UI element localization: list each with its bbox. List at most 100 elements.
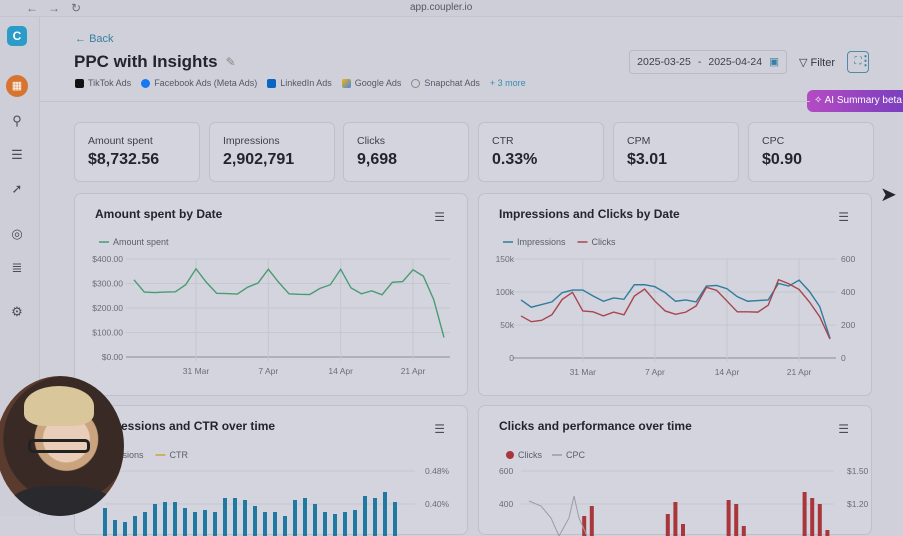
- impressions-bar: [223, 498, 227, 536]
- series-line-amount-spent: [133, 267, 445, 338]
- clicks-bar: [726, 500, 731, 536]
- browser-toolbar: ← → ↻ app.coupler.io: [0, 0, 903, 17]
- legend-label: CTR: [170, 450, 189, 460]
- impressions-bar: [243, 500, 247, 536]
- impressions-bar: [383, 492, 387, 536]
- clicks-bar: [825, 530, 830, 536]
- edit-pencil-icon[interactable]: ✎: [225, 55, 236, 69]
- x-tick-label: 21 Apr: [401, 366, 426, 376]
- impressions-bar: [363, 496, 367, 536]
- kpi-value: 9,698: [357, 151, 398, 168]
- chart-title: Impressions and Clicks by Date: [499, 207, 680, 221]
- impressions-clicks-chart: 150k 100k 50k 0 600 400 200 0 31 Mar 7 Apr 14 Apr 2…: [496, 237, 856, 377]
- page-title: PPC with Insights: [74, 52, 218, 71]
- kpi-label: Clicks: [357, 135, 385, 147]
- y-tick-label: 150k: [496, 254, 515, 264]
- y-tick-label: $400.00: [92, 254, 123, 264]
- gear-icon[interactable]: ⚙: [11, 304, 23, 319]
- source-label: LinkedIn Ads: [280, 78, 332, 88]
- kpi-label: Amount spent: [88, 135, 153, 147]
- chart-menu-icon[interactable]: ☰: [434, 422, 445, 436]
- more-options-icon[interactable]: ⋮: [859, 53, 872, 68]
- filter-button[interactable]: ▽ Filter: [799, 56, 835, 69]
- forward-arrow-icon[interactable]: →: [48, 1, 60, 15]
- ai-summary-button[interactable]: ✧ AI Summary beta: [807, 90, 903, 112]
- compass-icon[interactable]: ◎: [11, 226, 23, 241]
- coupler-logo[interactable]: C: [7, 26, 27, 46]
- kpi-card: CPM $3.01: [613, 122, 739, 182]
- impressions-bar: [303, 498, 307, 536]
- impressions-bar: [253, 506, 257, 536]
- more-sources-link[interactable]: + 3 more: [489, 78, 526, 88]
- data-sources: TikTok Ads Facebook Ads (Meta Ads) Linke…: [75, 78, 526, 88]
- x-tick-label: 14 Apr: [715, 367, 740, 377]
- kpi-value: $0.90: [762, 151, 803, 168]
- y2-tick-label: 0.40%: [425, 499, 450, 509]
- impressions-bar: [373, 498, 377, 536]
- rocket-icon[interactable]: ➚: [11, 181, 23, 196]
- back-arrow-icon[interactable]: ←: [26, 1, 38, 15]
- clicks-bar: [810, 498, 815, 536]
- filter-icon: ▽: [799, 56, 808, 69]
- cpc-line: [528, 495, 588, 536]
- impressions-bar: [173, 502, 177, 536]
- date-to: 2025-04-24: [708, 56, 763, 68]
- chart-title: Impressions and CTR over time: [95, 419, 276, 433]
- filter-label: Filter: [810, 56, 835, 69]
- impressions-bar: [113, 520, 117, 536]
- y2-tick-label: $1.50: [847, 466, 869, 476]
- legend-swatch: [506, 451, 514, 459]
- database-icon[interactable]: ☰: [11, 147, 23, 162]
- y-tick-label: 600: [499, 466, 513, 476]
- chart-title: Clicks and performance over time: [499, 419, 692, 433]
- x-tick-label: 21 Apr: [787, 367, 812, 377]
- y-tick-label: $300.00: [92, 279, 123, 289]
- chart-menu-icon[interactable]: ☰: [838, 422, 849, 436]
- impressions-bar: [293, 500, 297, 536]
- clicks-bar: [734, 504, 739, 536]
- title-row: PPC with Insights ✎: [74, 52, 236, 72]
- impressions-bar: [183, 508, 187, 536]
- date-range-picker[interactable]: 2025-03-25 - 2025-04-24 ▣: [629, 50, 788, 74]
- y2-tick-label: 0: [841, 353, 846, 363]
- source-linkedin: LinkedIn Ads: [267, 78, 332, 88]
- kpi-value: 0.33%: [492, 151, 538, 168]
- source-tiktok: TikTok Ads: [75, 78, 131, 88]
- clicks-bar: [817, 504, 822, 536]
- mouse-cursor-icon: ➤: [880, 184, 897, 206]
- y-tick-label: 0: [509, 353, 514, 363]
- kpi-value: 2,902,791: [223, 151, 295, 168]
- checklist-icon[interactable]: ≣: [11, 260, 23, 275]
- impressions-bar: [333, 514, 337, 536]
- fullscreen-button[interactable]: ⛶: [847, 51, 869, 73]
- x-tick-label: 31 Mar: [570, 367, 597, 377]
- account-avatar[interactable]: ▦: [6, 75, 28, 97]
- clicks-bar: [802, 492, 807, 536]
- ai-summary-label: AI Summary beta: [824, 95, 902, 106]
- clicks-bar: [741, 526, 746, 536]
- kpi-card: Impressions 2,902,791: [209, 122, 335, 182]
- impressions-bar: [233, 498, 237, 536]
- address-bar[interactable]: app.coupler.io: [410, 2, 473, 13]
- connector-icon[interactable]: ⚲: [12, 113, 22, 128]
- impressions-bar: [353, 510, 357, 536]
- sparkle-icon: ✧: [814, 95, 823, 106]
- linkedin-icon: [267, 78, 277, 88]
- source-facebook: Facebook Ads (Meta Ads): [141, 78, 257, 88]
- back-link[interactable]: ← Back: [75, 33, 114, 45]
- impressions-bar: [393, 502, 397, 536]
- chart-menu-icon[interactable]: ☰: [838, 210, 849, 224]
- back-label: Back: [89, 33, 114, 45]
- y-tick-label: $100.00: [92, 328, 123, 338]
- webcam-overlay: [0, 376, 124, 516]
- header-tools: 2025-03-25 - 2025-04-24 ▣ ▽ Filter ⛶: [629, 50, 869, 74]
- y2-tick-label: 400: [841, 287, 855, 297]
- reload-icon[interactable]: ↻: [71, 1, 82, 15]
- impressions-bar: [123, 522, 127, 536]
- y-tick-label: 100k: [496, 287, 515, 297]
- kpi-label: CTR: [492, 135, 514, 147]
- source-label: Facebook Ads (Meta Ads): [154, 78, 258, 88]
- chart-menu-icon[interactable]: ☰: [434, 210, 445, 224]
- clicks-bar: [665, 514, 670, 536]
- clicks-bar: [681, 524, 685, 536]
